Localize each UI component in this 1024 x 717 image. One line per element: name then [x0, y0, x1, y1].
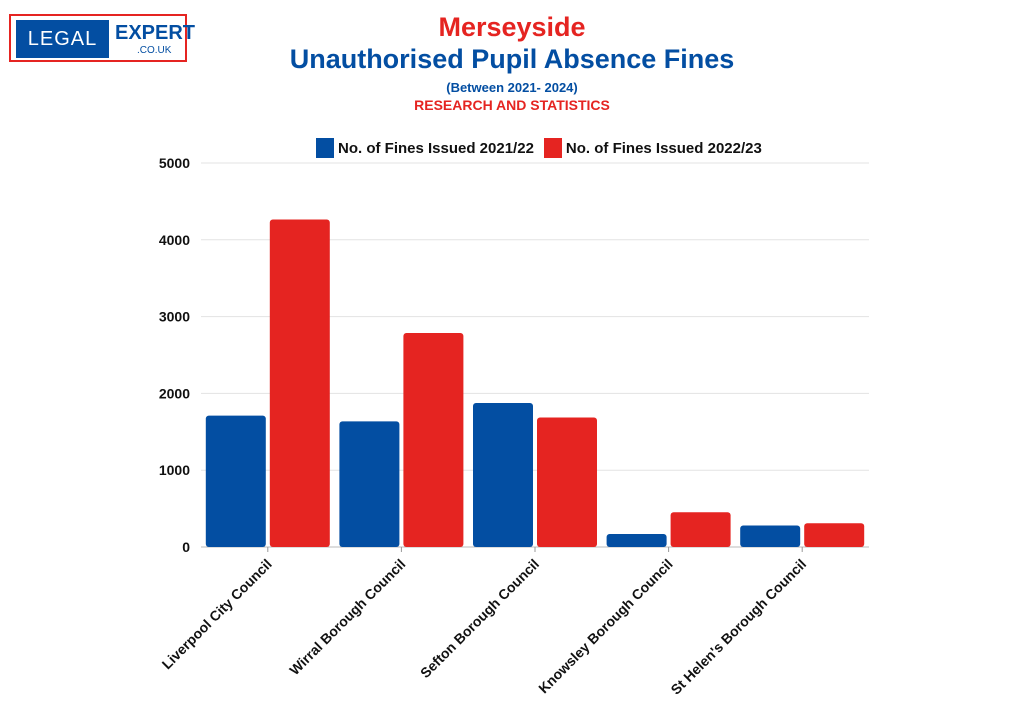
bar-2021-22 — [473, 403, 533, 547]
legal-expert-logo: LEGAL EXPERT .CO.UK — [9, 14, 195, 62]
y-tick-label: 4000 — [159, 232, 190, 248]
y-tick-label: 1000 — [159, 462, 190, 478]
bar-2021-22 — [205, 415, 266, 547]
x-tick-label: Liverpool City Council — [159, 556, 275, 672]
chart-subtitle: Unauthorised Pupil Absence Fines — [289, 44, 735, 74]
bar-2022-23 — [403, 332, 464, 547]
legend-swatch-2022 — [543, 138, 562, 158]
bar-2021-22 — [740, 525, 801, 547]
legend: No. of Fines Issued 2021/22 No. of Fines… — [316, 138, 762, 158]
y-tick-label: 0 — [182, 539, 190, 555]
legend-swatch-2021 — [316, 138, 334, 158]
y-tick-label: 5000 — [159, 155, 190, 171]
legend-label-2022: No. of Fines Issued 2022/23 — [565, 139, 762, 157]
chart-title: Merseyside — [438, 12, 586, 42]
logo-left: LEGAL — [16, 20, 109, 58]
bar-2022-23 — [804, 523, 865, 547]
x-tick-label: Knowsley Borough Council — [535, 556, 676, 697]
chart-tagline: RESEARCH AND STATISTICS — [414, 97, 610, 113]
legend-label-2021: No. of Fines Issued 2021/22 — [338, 139, 534, 157]
x-tick-label: Sefton Borough Council — [417, 556, 542, 681]
bar-2022-23 — [537, 417, 597, 547]
y-tick-label: 3000 — [159, 309, 190, 325]
bar-2021-22 — [606, 533, 667, 547]
x-tick-label: St Helen's Borough Council — [668, 556, 810, 698]
x-tick-label: Wirral Borough Council — [286, 556, 408, 678]
bar-2022-23 — [269, 219, 330, 547]
bar-2021-22 — [339, 421, 400, 547]
logo-sub: .CO.UK — [137, 45, 172, 56]
y-tick-label: 2000 — [159, 385, 190, 401]
logo-right: EXPERT — [115, 22, 196, 44]
bar-2022-23 — [670, 512, 731, 547]
chart-period: (Between 2021- 2024) — [446, 80, 578, 95]
